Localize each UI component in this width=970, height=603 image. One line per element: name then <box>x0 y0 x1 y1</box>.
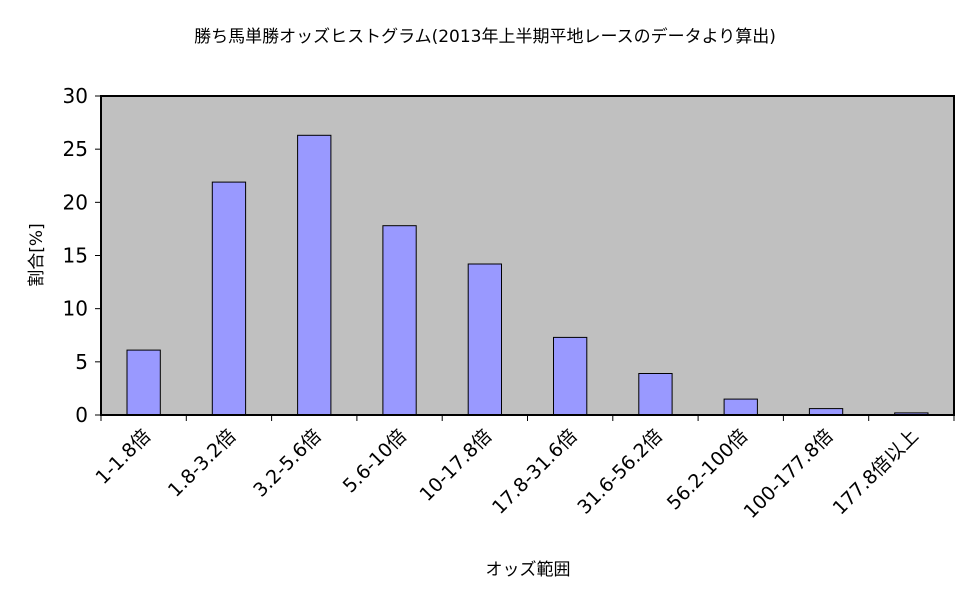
bar <box>467 263 503 416</box>
chart-title: 勝ち馬単勝オッズヒストグラム(2013年上半期平地レースのデータより算出) <box>194 26 776 47</box>
y-tick-label: 5 <box>75 350 88 374</box>
bar <box>126 349 161 416</box>
y-tick-label: 25 <box>63 137 88 161</box>
bars-group <box>126 134 929 416</box>
x-tick-label: 10-17.8倍 <box>416 425 497 506</box>
x-tick-label: 100-177.8倍 <box>740 425 838 523</box>
y-tick-label: 30 <box>63 84 88 108</box>
x-tick-label: 5.6-10倍 <box>339 425 411 497</box>
bar <box>553 336 588 416</box>
x-tick-label: 1-1.8倍 <box>91 425 155 489</box>
bar <box>211 181 247 416</box>
y-tick-label: 15 <box>63 244 88 268</box>
x-axis-ticks: 1-1.8倍 1.8-3.2倍 3.2-5.6倍 5.6-10倍 10-17.8倍17.… <box>91 415 955 523</box>
bar <box>638 373 673 416</box>
y-axis-label: 割合[%] <box>27 223 47 286</box>
x-tick-label: 3.2-5.6倍 <box>249 425 326 502</box>
x-tick-label: 31.6-56.2倍 <box>573 425 667 519</box>
x-tick-label: 177.8倍以上 <box>829 425 923 519</box>
bar <box>297 134 332 416</box>
x-tick-label: 1.8-3.2倍 <box>164 425 241 502</box>
y-tick-label: 0 <box>75 403 88 427</box>
y-axis-ticks: 0 5 10 15 20 25 30 <box>63 84 101 427</box>
y-tick-label: 20 <box>63 190 88 214</box>
bar <box>382 225 417 416</box>
y-tick-label: 10 <box>63 297 88 321</box>
x-tick-label: 17.8-31.6倍 <box>488 425 582 519</box>
bar <box>723 398 758 416</box>
x-axis-label: オッズ範囲 <box>486 560 571 580</box>
x-tick-label: 56.2-100倍 <box>663 425 752 514</box>
